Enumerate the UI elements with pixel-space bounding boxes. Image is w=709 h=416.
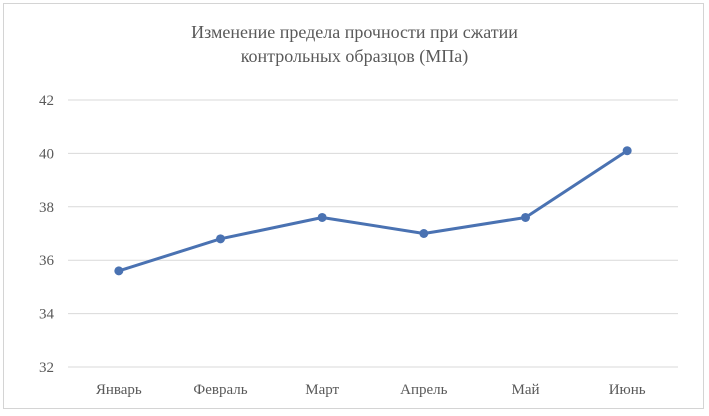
chart-title: Изменение предела прочности при сжатии к… <box>0 20 709 68</box>
chart-title-line-2: контрольных образцов (МПа) <box>240 46 469 66</box>
y-tick-label: 36 <box>39 253 55 269</box>
data-point-Июнь <box>622 146 632 156</box>
y-tick-label: 40 <box>39 146 54 162</box>
data-point-Март <box>317 212 327 222</box>
gridlines <box>68 99 678 368</box>
y-tick-label: 42 <box>39 93 54 109</box>
series-group <box>114 146 632 276</box>
chart-title-line-1: Изменение предела прочности при сжатии <box>191 22 518 42</box>
x-tick-label: Апрель <box>400 382 448 398</box>
data-point-Май <box>521 212 530 222</box>
data-point-Февраль <box>216 234 225 244</box>
x-tick-label: Январь <box>96 382 142 398</box>
x-tick-label: Февраль <box>193 382 247 398</box>
x-tick-label: Март <box>305 382 339 398</box>
y-axis-tick-labels: 32 34 36 38 40 42 <box>39 93 55 376</box>
x-tick-label: Май <box>511 382 539 398</box>
x-tick-label: Июнь <box>609 382 646 398</box>
chart-frame <box>3 3 704 409</box>
series-line <box>118 149 628 273</box>
y-tick-label: 38 <box>39 200 54 216</box>
x-axis-tick-labels: Январь Февраль Март Апрель Май Июнь <box>96 382 646 398</box>
data-point-Январь <box>114 266 124 276</box>
y-tick-label: 34 <box>39 307 55 323</box>
data-point-Апрель <box>419 229 429 238</box>
y-tick-label: 32 <box>39 360 54 376</box>
